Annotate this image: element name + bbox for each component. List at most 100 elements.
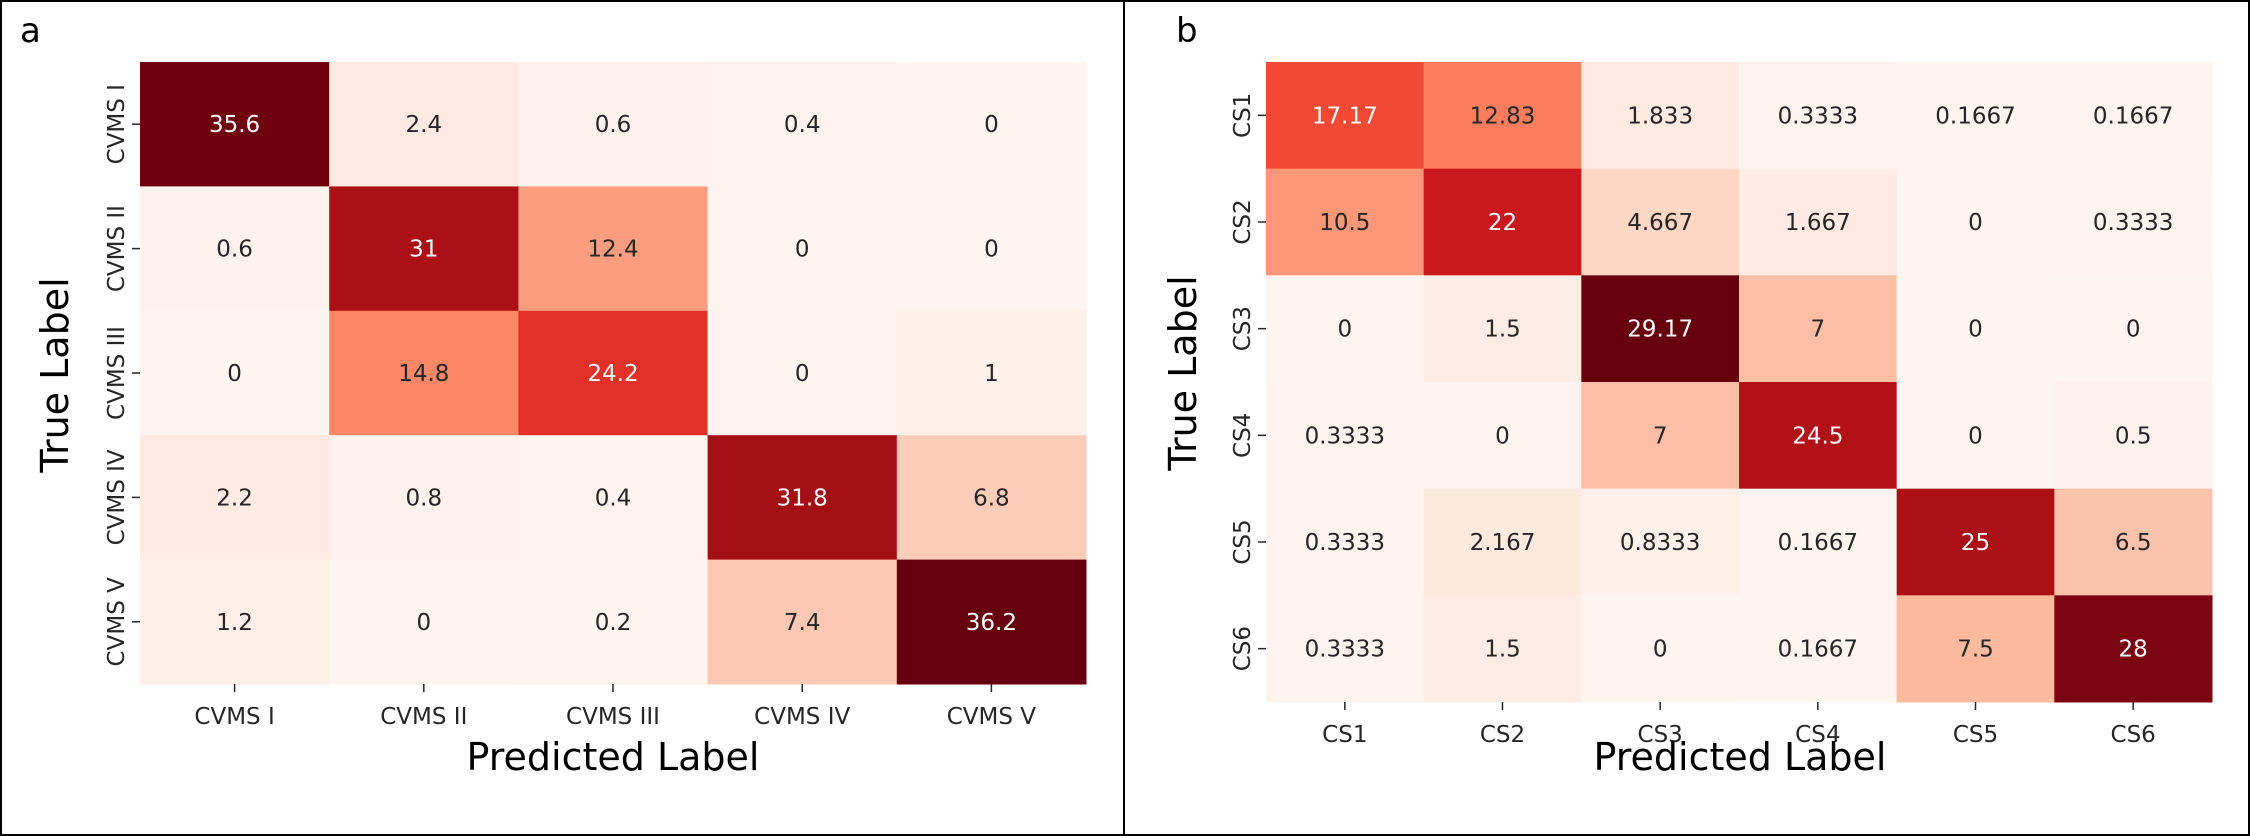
cell-value-label: 0 [1968, 317, 1983, 343]
cell-value-label: 6.8 [973, 485, 1010, 511]
cell-value-label: 7 [1653, 423, 1668, 449]
heatmap-cell [329, 186, 519, 312]
y-tick-label: CS3 [1230, 306, 1256, 351]
x-tick-label: CVMS V [947, 704, 1037, 730]
cell-value-label: 22 [1488, 210, 1517, 236]
heatmap-cell [1423, 168, 1582, 276]
y-axis-label-b: True Label [1161, 275, 1205, 471]
heatmap-cell [329, 559, 519, 685]
heatmap-cell [1266, 595, 1425, 703]
cell-value-label: 24.5 [1792, 423, 1843, 449]
y-tick-label: CVMS II [104, 205, 130, 292]
cell-value-label: 12.4 [587, 237, 638, 263]
x-tick-label: CS6 [2111, 722, 2156, 748]
heatmap-cell [1581, 275, 1740, 383]
x-tick-label: CVMS IV [754, 704, 850, 730]
cell-value-label: 7 [1811, 317, 1826, 343]
x-ticks-b: CS1 CS2 CS3 CS4 CS5 CS6 [1322, 702, 2156, 748]
heatmap-cell [1266, 382, 1425, 490]
cell-value-label: 0 [416, 610, 431, 636]
cell-value-label: 1 [984, 361, 999, 387]
cell-value-label: 0.3333 [1305, 637, 1385, 663]
cell-value-label: 2.2 [216, 485, 253, 511]
cell-value-label: 14.8 [398, 361, 449, 387]
x-tick-label: CS4 [1795, 722, 1840, 748]
y-ticks-a: CVMS I CVMS II CVMS III CVMS IV CVMS V [104, 84, 140, 666]
cell-value-label: 0 [2126, 317, 2141, 343]
heatmap-cell [1266, 62, 1425, 170]
heatmap-cell [518, 435, 709, 561]
y-ticks-b: CS1 CS2 CS3 CS4 CS5 CS6 [1230, 93, 1266, 671]
panel-label-a: a [20, 11, 41, 51]
cell-value-label: 0.3333 [2093, 210, 2173, 236]
heatmap-cell [2054, 62, 2213, 170]
cell-value-label: 0.3333 [1305, 530, 1385, 556]
cell-value-label: 0.8333 [1620, 530, 1700, 556]
y-tick-label: CS4 [1230, 413, 1256, 458]
x-axis-label-a: Predicted Label [467, 735, 760, 779]
heatmap-cell [518, 186, 709, 312]
heatmap-cell [1739, 382, 1898, 490]
cell-value-label: 0 [1653, 637, 1668, 663]
x-axis-label-b: Predicted Label [1594, 735, 1887, 779]
heatmap-cell [329, 310, 519, 436]
cell-value-label: 0 [795, 361, 810, 387]
cell-value-label: 0 [1495, 423, 1510, 449]
y-tick-label: CVMS I [104, 84, 130, 164]
heatmap-cell [140, 435, 330, 561]
cell-value-label: 0.1667 [1778, 637, 1858, 663]
y-tick-label: CVMS IV [104, 449, 130, 545]
cell-value-label: 0.3333 [1778, 103, 1858, 129]
cell-value-label: 10.5 [1319, 210, 1370, 236]
x-tick-label: CS5 [1953, 722, 1998, 748]
x-tick-label: CS1 [1322, 722, 1367, 748]
cell-value-label: 1.2 [216, 610, 253, 636]
cell-value-label: 0 [984, 112, 999, 138]
cell-value-label: 0 [984, 237, 999, 263]
heatmap-cell [1423, 382, 1582, 490]
cell-value-label: 1.833 [1627, 103, 1693, 129]
cell-value-label: 0.8 [406, 485, 443, 511]
cell-value-label: 24.2 [587, 361, 638, 387]
heatmap-cell [1266, 275, 1425, 383]
cell-value-label: 31.8 [777, 485, 828, 511]
cell-value-label: 29.17 [1627, 317, 1693, 343]
cell-value-label: 0.6 [595, 112, 632, 138]
cell-value-label: 1.5 [1484, 317, 1521, 343]
heatmap-cell [2054, 382, 2213, 490]
heatmap-cell [1739, 62, 1898, 170]
y-tick-label: CVMS V [104, 577, 130, 667]
heatmap-cell [707, 559, 898, 685]
x-tick-label: CVMS II [380, 704, 467, 730]
cell-value-label: 0.3333 [1305, 423, 1385, 449]
heatmap-cell [1423, 595, 1582, 703]
heatmap-cell [1896, 382, 2055, 490]
heatmap-cell [1581, 488, 1740, 596]
heatmap-cell [1423, 275, 1582, 383]
heatmap-cell [707, 310, 898, 436]
cell-value-label: 0 [1338, 317, 1353, 343]
heatmap-cell [1581, 168, 1740, 276]
heatmap-cell [2054, 275, 2213, 383]
cell-value-label: 17.17 [1312, 103, 1378, 129]
x-tick-label: CS2 [1480, 722, 1525, 748]
heatmap-cell [140, 62, 330, 187]
cell-value-label: 7.4 [784, 610, 821, 636]
heatmap-cell [518, 310, 709, 436]
heatmap-cell [1423, 488, 1582, 596]
cell-value-label: 25 [1961, 530, 1990, 556]
y-tick-label: CS6 [1230, 626, 1256, 671]
heatmap-cells-b: 17.17 12.83 1.833 0.3333 0.1667 0.1667 10.5 22 4… [1266, 62, 2213, 703]
heatmap-cell [1896, 62, 2055, 170]
heatmap-cell [707, 62, 898, 187]
heatmap-cell [1739, 488, 1898, 596]
cell-value-label: 31 [409, 237, 438, 263]
cell-value-label: 0.2 [595, 610, 632, 636]
heatmap-cell [707, 435, 898, 561]
heatmap-cell [1266, 488, 1425, 596]
heatmap-cell [1896, 488, 2055, 596]
x-tick-label: CVMS III [566, 704, 660, 730]
cell-value-label: 36.2 [966, 610, 1017, 636]
heatmap-cell [1581, 382, 1740, 490]
